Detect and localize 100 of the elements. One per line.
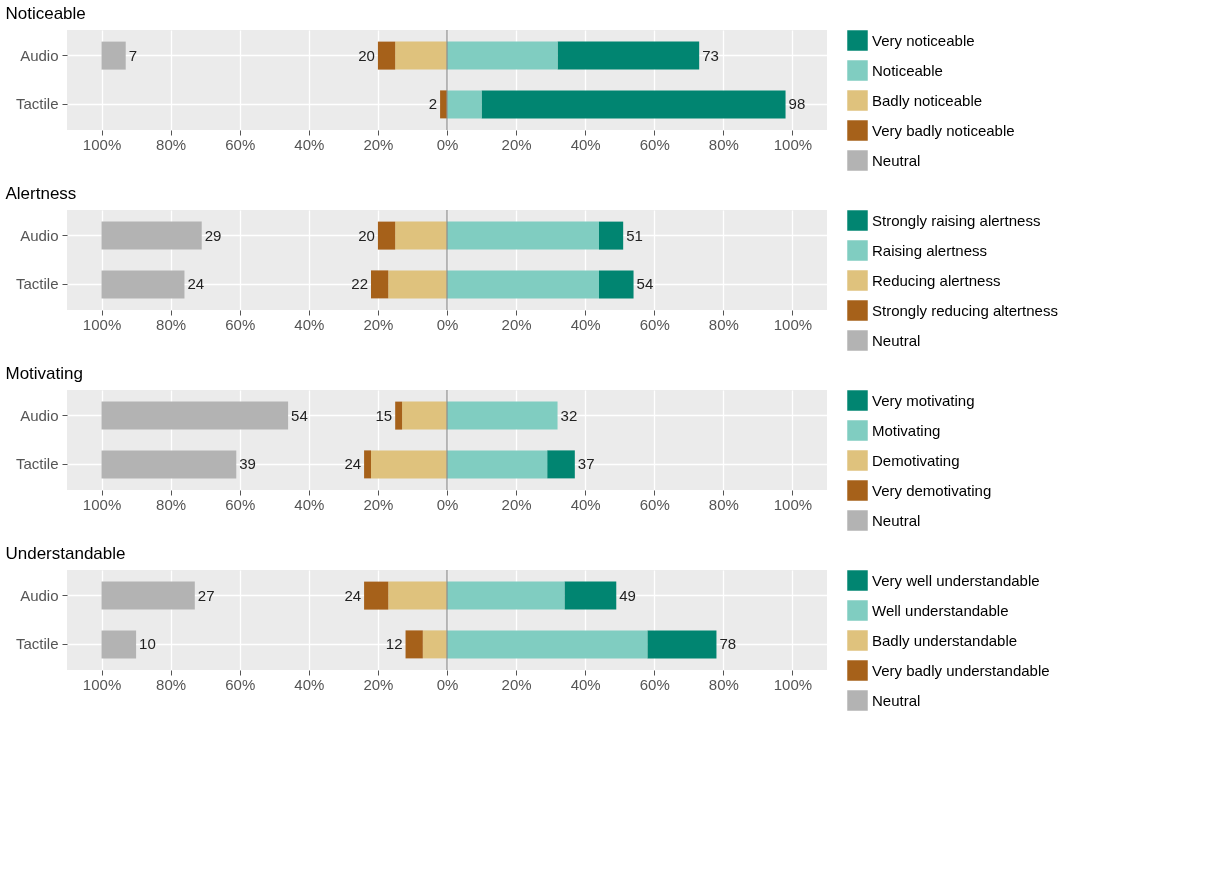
x-tick-label: 20%: [501, 675, 532, 693]
x-tick-label: 80%: [156, 315, 187, 333]
bar: [101, 630, 137, 659]
bar: [371, 450, 447, 479]
bar: [447, 401, 558, 430]
bar: [101, 221, 202, 250]
x-tick-label: 80%: [708, 315, 739, 333]
bar: [481, 90, 786, 119]
bar: [388, 270, 447, 299]
x-tick-label: 20%: [363, 675, 394, 693]
annotation: 51: [626, 226, 643, 244]
bar: [364, 581, 389, 610]
x-tick-label: 100%: [82, 135, 122, 153]
y-tick-label: Tactile: [15, 455, 59, 473]
text: Reducing alertness: [872, 271, 1001, 289]
chart-title: Alertness: [5, 184, 77, 204]
x-tick-label: 100%: [82, 495, 122, 513]
data-label: 54: [291, 406, 308, 424]
data-label: 27: [197, 586, 215, 604]
annotation: 73: [702, 46, 719, 64]
data-label: 29: [204, 226, 222, 244]
bar: [388, 581, 447, 610]
annotation: 54: [636, 275, 654, 293]
annotation: 22: [351, 275, 368, 293]
bar: [447, 630, 648, 659]
data-label: 24: [187, 275, 205, 293]
annotation: 20: [358, 226, 375, 244]
x-tick-label: 60%: [225, 495, 256, 513]
x-tick-label: 20%: [363, 495, 394, 513]
legend-label: Badly noticeable: [872, 91, 983, 109]
x-tick-label: 60%: [639, 675, 670, 693]
y-tick-label: Audio: [20, 226, 59, 244]
text: Strongly raising alertness: [872, 211, 1041, 229]
bar: [447, 270, 599, 299]
bar: [447, 450, 548, 479]
annotation: 98: [788, 95, 806, 113]
x-tick-label: 20%: [363, 135, 394, 153]
text: Well understandable: [872, 601, 1009, 619]
legend-label: Very badly noticeable: [872, 121, 1015, 139]
y-tick-label: Tactile: [15, 275, 59, 293]
chart-title: Motivating: [5, 364, 83, 384]
annotation: 20: [358, 46, 375, 64]
annotation: 32: [560, 406, 578, 424]
bar: [547, 450, 575, 479]
bar: [395, 401, 403, 430]
x-tick-label: 20%: [363, 315, 394, 333]
x-tick-label: 20%: [501, 135, 532, 153]
x-tick-label: 60%: [225, 135, 256, 153]
x-tick-label: 40%: [294, 315, 325, 333]
x-tick-label: 0%: [436, 675, 459, 693]
data-label: 10: [139, 635, 156, 653]
text: Very well understandable: [872, 571, 1040, 589]
x-tick-label: 100%: [773, 135, 813, 153]
annotation: 2: [428, 95, 438, 113]
legend-label: Very noticeable: [872, 31, 975, 49]
x-tick-label: 80%: [156, 495, 187, 513]
x-tick-label: 40%: [570, 315, 601, 333]
bar: [447, 41, 558, 70]
bar: [101, 581, 195, 610]
x-tick-label: 0%: [436, 315, 459, 333]
annotation: 78: [719, 635, 737, 653]
bar: [447, 90, 482, 119]
text: Neutral: [872, 331, 921, 349]
bar: [599, 270, 634, 299]
x-tick-label: 60%: [639, 315, 670, 333]
legend-label: Noticeable: [872, 61, 943, 79]
x-tick-label: 80%: [708, 495, 739, 513]
text: Raising alertness: [872, 241, 988, 259]
legend-label: Neutral: [872, 511, 921, 529]
bar: [377, 41, 396, 70]
annotation: 24: [344, 455, 362, 473]
text: Motivating: [872, 421, 941, 439]
bar: [395, 221, 447, 250]
bar: [402, 401, 447, 430]
text: Strongly reducing altertness: [872, 301, 1058, 319]
bar: [447, 221, 599, 250]
data-label: 7: [128, 46, 138, 64]
x-tick-label: 100%: [773, 315, 813, 333]
x-tick-label: 40%: [570, 495, 601, 513]
y-tick-label: Tactile: [15, 635, 59, 653]
x-tick-label: 100%: [82, 675, 122, 693]
x-tick-label: 60%: [225, 675, 256, 693]
x-tick-label: 40%: [570, 135, 601, 153]
x-tick-label: 40%: [294, 495, 325, 513]
y-tick-label: Audio: [20, 406, 59, 424]
x-tick-label: 80%: [156, 675, 187, 693]
text: Very badly understandable: [872, 661, 1050, 679]
x-tick-label: 80%: [708, 675, 739, 693]
x-tick-label: 40%: [294, 675, 325, 693]
y-tick-label: Tactile: [15, 95, 59, 113]
bar: [377, 221, 396, 250]
x-tick-label: 0%: [436, 135, 459, 153]
y-tick-label: Audio: [20, 46, 59, 64]
annotation: 15: [375, 406, 393, 424]
data-label: 39: [239, 455, 256, 473]
legend-label: Neutral: [872, 151, 921, 169]
annotation: 12: [385, 635, 403, 653]
x-tick-label: 80%: [156, 135, 187, 153]
x-tick-label: 20%: [501, 315, 532, 333]
annotation: 24: [344, 586, 362, 604]
